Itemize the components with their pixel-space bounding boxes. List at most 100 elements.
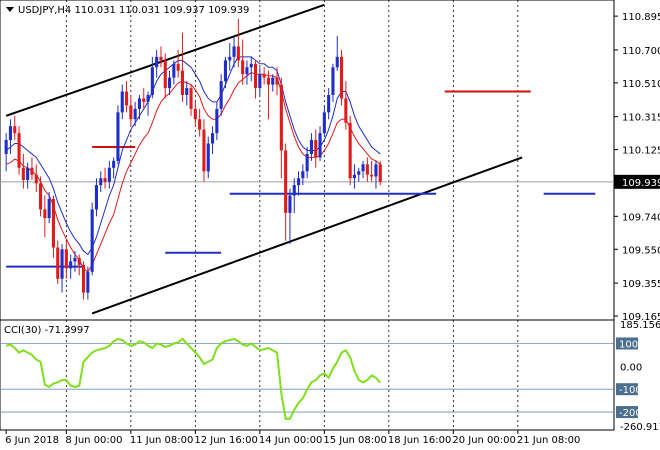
candle-body xyxy=(297,178,301,186)
candle-body xyxy=(322,112,326,134)
y-tick-label: 110.700 xyxy=(622,46,660,57)
collapse-arrow-icon[interactable] xyxy=(6,7,14,12)
x-tick-label: 21 Jun 08:00 xyxy=(517,435,581,446)
candle-body xyxy=(176,63,180,71)
candle-body xyxy=(202,129,206,172)
price-axis: 110.895 110.700 110.510 110.315 110.125 109.7… xyxy=(614,12,660,323)
candle-body xyxy=(120,91,124,113)
candle-body xyxy=(34,174,38,184)
candle-body xyxy=(219,81,223,109)
candle-body xyxy=(146,95,150,102)
candle-body xyxy=(60,249,64,279)
candle-body xyxy=(266,77,270,85)
cci-tick-label: 185.1565 xyxy=(620,320,660,331)
candle-body xyxy=(258,74,262,89)
candle-body xyxy=(69,261,73,269)
current-price-label: 109.939 xyxy=(622,178,660,189)
candle-body xyxy=(327,95,331,113)
candle-body xyxy=(137,98,141,109)
cci-line xyxy=(5,337,382,420)
candle-body xyxy=(344,98,348,123)
time-axis: 6 Jun 2018 8 Jun 00:00 11 Jun 08:00 12 Jun … xyxy=(5,430,580,446)
x-tick-label: 11 Jun 08:00 xyxy=(130,435,194,446)
candle-body xyxy=(168,77,172,89)
candlesticks xyxy=(4,18,382,300)
y-tick-label: 110.510 xyxy=(622,79,660,90)
y-tick-label: 109.355 xyxy=(622,279,660,290)
candle-body xyxy=(86,271,90,293)
candle-body xyxy=(133,108,137,120)
candle-body xyxy=(236,46,240,61)
moving-averages xyxy=(5,56,381,273)
symbol-header: USDJPY,H4 110.031 110.031 109.937 109.93… xyxy=(18,5,249,16)
candle-body xyxy=(142,98,146,102)
candle-body xyxy=(189,88,193,109)
candle-body xyxy=(305,153,309,172)
candle-body xyxy=(30,167,34,175)
y-tick-label: 109.165 xyxy=(622,312,660,323)
candle-body xyxy=(77,257,81,265)
moving-average-line xyxy=(5,71,381,273)
candle-body xyxy=(318,133,322,158)
cci-tick-label: -260.9171 xyxy=(620,422,660,433)
candle-body xyxy=(223,60,227,82)
candle-body xyxy=(335,56,339,68)
candle-body xyxy=(116,112,120,161)
cci-indicator: 185.1565 100 0.00 -100 -200 -260.9171 xyxy=(0,320,660,433)
candle-body xyxy=(275,77,279,85)
candle-body xyxy=(43,209,47,219)
candle-body xyxy=(279,84,283,151)
candle-body xyxy=(378,164,382,182)
candle-body xyxy=(172,63,176,78)
candle-body xyxy=(292,185,296,196)
candle-body xyxy=(73,257,77,262)
candle-body xyxy=(112,160,116,168)
cci-level-tag xyxy=(616,406,638,419)
candle-body xyxy=(232,46,236,57)
y-tick-label: 109.550 xyxy=(622,245,660,256)
candle-body xyxy=(26,167,30,180)
x-tick-label: 18 Jun 16:00 xyxy=(388,435,452,446)
candle-body xyxy=(288,195,292,213)
candle-body xyxy=(99,178,103,186)
candle-body xyxy=(185,88,189,95)
candle-body xyxy=(301,171,305,179)
cci-level-label: -200 xyxy=(619,408,642,419)
candle-body xyxy=(284,150,288,213)
candle-body xyxy=(4,140,8,154)
candle-body xyxy=(254,63,258,89)
cci-level-label: -100 xyxy=(619,385,642,396)
candle-body xyxy=(180,70,184,95)
candle-body xyxy=(107,167,111,182)
cci-level-tag xyxy=(616,337,638,350)
candle-body xyxy=(82,264,86,293)
x-tick-label: 8 Jun 00:00 xyxy=(65,435,122,446)
candle-body xyxy=(129,105,133,120)
candle-body xyxy=(64,249,68,269)
candle-body xyxy=(125,91,129,106)
candle-body xyxy=(340,56,344,99)
candle-body xyxy=(241,60,245,75)
x-tick-label: 14 Jun 00:00 xyxy=(259,435,323,446)
candle-body xyxy=(198,119,202,130)
candle-body xyxy=(215,108,219,134)
y-tick-label: 110.895 xyxy=(622,12,660,23)
candle-body xyxy=(357,171,361,175)
candle-body xyxy=(245,67,249,75)
candle-body xyxy=(90,209,94,272)
candle-body xyxy=(309,140,313,154)
candle-body xyxy=(228,56,232,61)
candle-body xyxy=(271,77,275,85)
candle-body xyxy=(21,167,25,180)
candle-body xyxy=(150,67,154,95)
cci-level-tag xyxy=(616,383,638,396)
candle-body xyxy=(314,140,318,158)
candle-body xyxy=(211,133,215,144)
candle-body xyxy=(206,143,210,172)
candle-body xyxy=(39,183,43,210)
channel-line xyxy=(91,156,523,315)
moving-average-line xyxy=(5,56,381,256)
y-tick-label: 109.740 xyxy=(622,212,660,223)
x-tick-label: 20 Jun 00:00 xyxy=(452,435,516,446)
